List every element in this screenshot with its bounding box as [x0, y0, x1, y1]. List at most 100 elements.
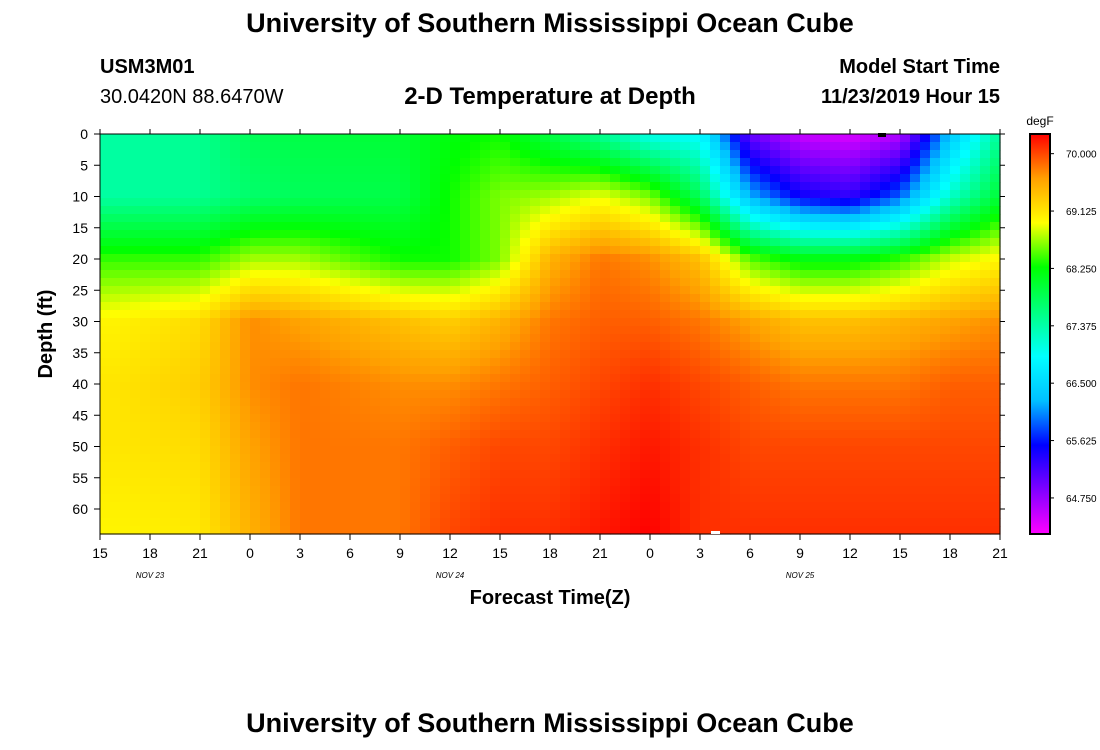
heatmap-cell	[360, 422, 371, 431]
heatmap-cell	[420, 494, 431, 503]
heatmap-cell	[130, 286, 141, 295]
heatmap-cell	[560, 454, 571, 463]
heatmap-cell	[350, 502, 361, 511]
heatmap-cell	[910, 302, 921, 311]
heatmap-cell	[770, 390, 781, 399]
heatmap-cell	[900, 350, 911, 359]
heatmap-cell	[170, 238, 181, 247]
heatmap-cell	[880, 446, 891, 455]
heatmap-cell	[570, 478, 581, 487]
heatmap-cell	[530, 230, 541, 239]
heatmap-cell	[520, 166, 531, 175]
heatmap-cell	[830, 422, 841, 431]
heatmap-cell	[960, 166, 971, 175]
heatmap-cell	[510, 142, 521, 151]
heatmap-cell	[770, 446, 781, 455]
heatmap-cell	[450, 302, 461, 311]
heatmap-cell	[190, 470, 201, 479]
heatmap-cell	[520, 502, 531, 511]
heatmap-cell	[310, 222, 321, 231]
heatmap-cell	[930, 158, 941, 167]
heatmap-cell	[210, 238, 221, 247]
heatmap-cell	[290, 270, 301, 279]
heatmap-cell	[290, 374, 301, 383]
heatmap-cell	[300, 342, 311, 351]
heatmap-cell	[370, 414, 381, 423]
heatmap-cell	[660, 206, 671, 215]
heatmap-cell	[820, 310, 831, 319]
x-date-label: NOV 23	[136, 571, 165, 580]
heatmap-cell	[540, 414, 551, 423]
heatmap-cell	[590, 150, 601, 159]
heatmap-cell	[330, 526, 341, 535]
heatmap-cell	[760, 190, 771, 199]
heatmap-cell	[210, 262, 221, 271]
heatmap-cell	[390, 414, 401, 423]
heatmap-cell	[170, 454, 181, 463]
heatmap-cell	[790, 214, 801, 223]
heatmap-cell	[290, 230, 301, 239]
heatmap-cell	[780, 246, 791, 255]
heatmap-cell	[150, 166, 161, 175]
heatmap-cell	[530, 310, 541, 319]
heatmap-cell	[870, 318, 881, 327]
heatmap-cell	[470, 358, 481, 367]
heatmap-cell	[780, 286, 791, 295]
heatmap-cell	[940, 150, 951, 159]
heatmap-cell	[940, 438, 951, 447]
heatmap-cell	[470, 454, 481, 463]
heatmap-cell	[810, 510, 821, 519]
heatmap-cell	[110, 526, 121, 535]
heatmap-cell	[410, 174, 421, 183]
heatmap-cell	[920, 374, 931, 383]
heatmap-cell	[400, 326, 411, 335]
heatmap-cell	[700, 342, 711, 351]
heatmap-cell	[650, 422, 661, 431]
heatmap-cell	[580, 270, 591, 279]
heatmap-cell	[370, 142, 381, 151]
heatmap-cell	[630, 310, 641, 319]
heatmap-cell	[370, 486, 381, 495]
heatmap-cell	[260, 430, 271, 439]
heatmap-cell	[520, 366, 531, 375]
heatmap-cell	[960, 278, 971, 287]
y-tick-label: 5	[80, 157, 88, 173]
heatmap-cell	[130, 278, 141, 287]
heatmap-cell	[120, 374, 131, 383]
heatmap-cell	[380, 414, 391, 423]
heatmap-cell	[680, 222, 691, 231]
heatmap-cell	[720, 286, 731, 295]
heatmap-cell	[430, 270, 441, 279]
heatmap-cell	[190, 318, 201, 327]
heatmap-cell	[300, 198, 311, 207]
heatmap-cell	[750, 446, 761, 455]
heatmap-cell	[120, 246, 131, 255]
heatmap-cell	[540, 262, 551, 271]
heatmap-cell	[660, 278, 671, 287]
heatmap-cell	[490, 142, 501, 151]
heatmap-cell	[490, 510, 501, 519]
heatmap-cell	[770, 142, 781, 151]
heatmap-cell	[820, 374, 831, 383]
heatmap-cell	[670, 150, 681, 159]
heatmap-cell	[790, 382, 801, 391]
heatmap-cell	[710, 310, 721, 319]
heatmap-cell	[730, 174, 741, 183]
heatmap-cell	[800, 326, 811, 335]
heatmap-cell	[980, 430, 991, 439]
heatmap-cell	[480, 214, 491, 223]
heatmap-cell	[950, 286, 961, 295]
x-tick-label: 0	[646, 545, 654, 561]
heatmap-cell	[990, 190, 1001, 199]
heatmap-cell	[940, 262, 951, 271]
heatmap-cell	[350, 342, 361, 351]
heatmap-cell	[660, 526, 671, 535]
heatmap-cell	[930, 334, 941, 343]
heatmap-cell	[230, 206, 241, 215]
heatmap-cell	[380, 318, 391, 327]
heatmap-cell	[270, 494, 281, 503]
heatmap-cell	[580, 206, 591, 215]
heatmap-cell	[460, 342, 471, 351]
heatmap-cell	[330, 318, 341, 327]
heatmap-cell	[800, 454, 811, 463]
